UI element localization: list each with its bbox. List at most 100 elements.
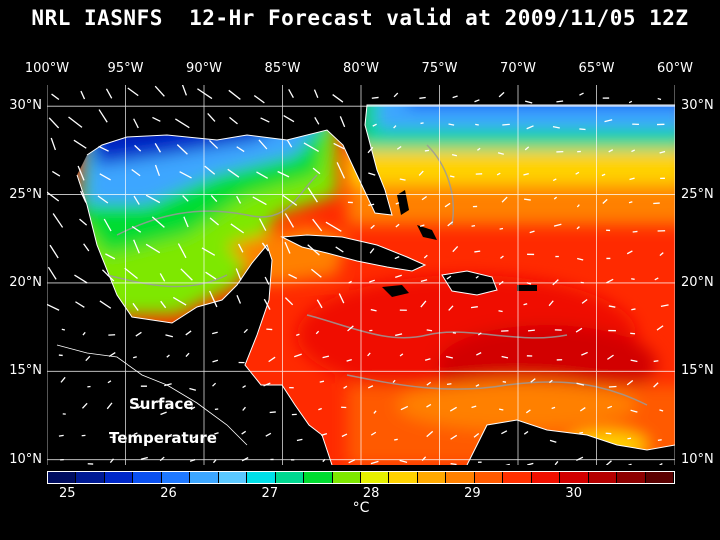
current-arrow [303,142,319,152]
current-arrow [526,125,534,130]
current-arrow [370,308,377,312]
current-arrow [50,137,57,151]
current-arrow [369,248,375,254]
current-arrow [175,118,190,129]
current-arrow [448,123,455,126]
current-arrow [499,227,504,230]
current-arrow [657,97,662,101]
current-arrow [367,385,374,389]
current-arrow [474,250,481,253]
current-arrow [498,91,505,98]
current-arrow [205,271,217,280]
current-arrow [81,402,88,409]
current-arrow [319,380,325,383]
current-arrow [631,278,635,280]
current-arrow [107,380,112,384]
current-arrow [523,430,529,435]
lon-label: 75°W [421,61,458,76]
lat-label-left: 30°N [9,98,42,114]
current-arrow [449,406,457,412]
current-arrow [549,379,553,384]
colorbar-swatch [133,472,162,483]
colorbar-swatch [332,472,361,483]
colorbar-swatch [48,472,77,483]
current-arrow [608,305,616,308]
current-arrow [58,434,64,437]
current-arrow [209,139,219,149]
current-arrow [132,356,137,359]
current-arrow [145,194,161,204]
current-arrow [283,115,295,123]
current-arrow [419,96,426,99]
current-arrow [523,173,529,176]
current-vectors [47,85,669,465]
current-arrow [419,224,425,227]
current-arrow [348,280,352,284]
colorbar-swatch [389,472,418,483]
colorbar-swatch [560,472,589,483]
current-arrow [73,139,87,149]
current-arrow [101,269,115,282]
current-arrow [296,333,300,337]
current-arrow [339,116,346,128]
current-arrow [420,279,428,282]
current-arrow [79,218,88,226]
current-arrow [263,382,271,387]
current-arrow [392,379,396,383]
current-arrow [212,359,219,363]
current-arrow [605,460,612,465]
current-arrow [420,300,427,308]
current-arrow [108,352,116,357]
current-arrow [556,100,564,103]
current-arrow [183,216,189,228]
current-arrow [212,459,217,464]
current-arrow [47,191,60,202]
current-arrow [83,243,90,252]
current-arrow [553,196,558,200]
current-arrow [288,273,298,280]
current-arrow [471,405,477,409]
current-arrow [61,328,66,331]
current-arrow [626,250,633,255]
colorbar-swatch [446,472,475,483]
overlay-label-line2: Temperature [109,429,217,447]
current-arrow [192,435,198,439]
current-arrow [524,146,530,151]
current-arrow [207,112,216,122]
coastlines [56,104,675,465]
current-arrow [498,310,503,313]
current-arrow [627,437,632,440]
lat-label-left: 25°N [9,186,42,202]
current-arrow [109,458,115,464]
current-arrow [338,293,345,304]
current-arrow [496,172,501,176]
current-arrow [182,195,189,202]
current-arrow [371,96,379,99]
current-arrow [526,282,532,285]
current-arrow [60,376,66,383]
current-arrow [552,178,557,182]
current-arrow [159,456,165,462]
current-arrow [399,178,406,181]
current-arrow [602,198,608,204]
current-arrow [252,196,267,206]
current-arrow [154,143,162,153]
current-arrow [581,351,588,356]
lat-label-right: 30°N [681,98,714,114]
current-arrow [426,329,433,332]
current-arrow [209,217,220,226]
current-arrow [579,128,586,131]
current-arrow [659,409,664,412]
lon-label: 100°W [24,61,70,76]
current-arrow [477,147,481,151]
current-arrow [127,87,139,97]
current-arrow [152,116,161,122]
current-arrow [449,175,455,178]
overlay-label-line1: Surface [129,395,194,413]
current-arrow [307,187,318,203]
current-arrow [98,145,109,152]
current-arrow [523,198,531,201]
current-arrow [97,195,109,204]
current-arrow [399,353,404,357]
current-arrow [98,109,108,123]
